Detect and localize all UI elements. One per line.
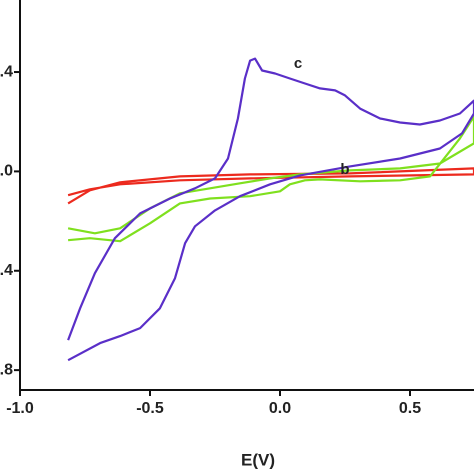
curve-label: c	[294, 55, 302, 72]
x-tick-label: 0.5	[399, 400, 421, 417]
x-axis-label: E(V)	[241, 450, 275, 469]
x-tick-label: -0.5	[136, 400, 164, 417]
data-line	[67, 57, 474, 362]
data-line	[67, 167, 474, 205]
y-tick-label: 0.0	[0, 163, 13, 180]
curve-label: b	[340, 161, 349, 178]
x-tick-label: -1.0	[6, 400, 34, 417]
x-tick-label: 0.0	[269, 400, 291, 417]
y-tick-label: -0.4	[0, 262, 13, 279]
y-tick-label: -0.8	[0, 361, 13, 378]
data-line	[67, 115, 474, 243]
y-tick-label: 0.4	[0, 63, 13, 80]
